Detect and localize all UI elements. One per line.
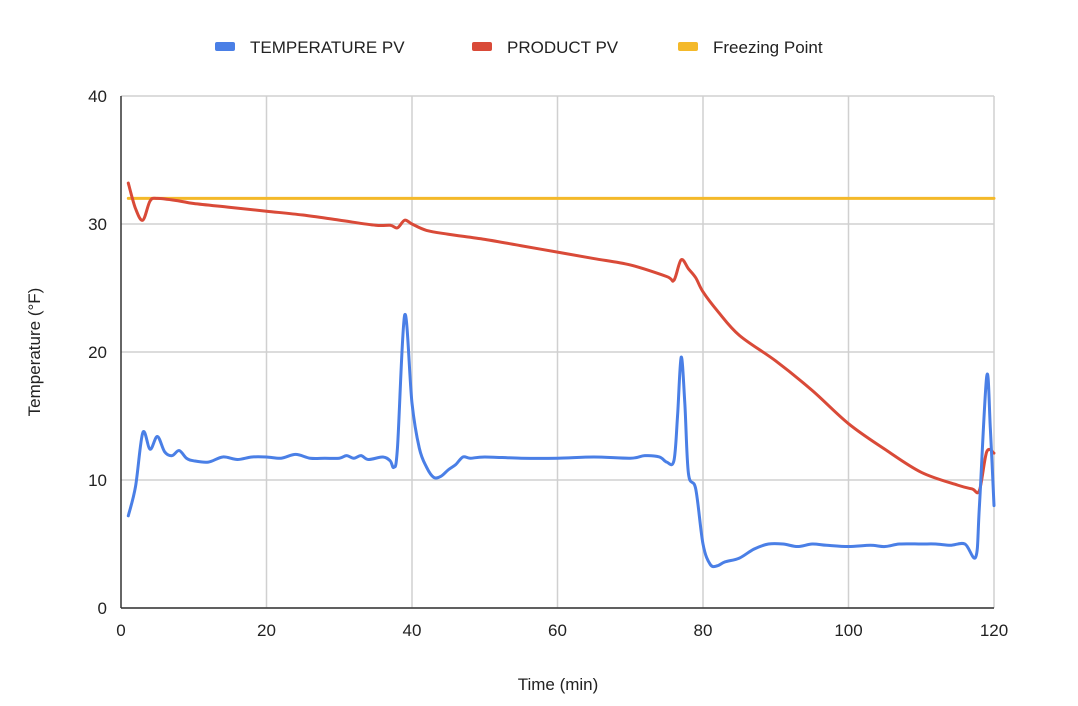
legend-label: PRODUCT PV — [507, 38, 619, 57]
legend-swatch — [215, 42, 235, 51]
y-tick-label: 10 — [88, 471, 107, 490]
legend-label: Freezing Point — [713, 38, 823, 57]
y-axis-label: Temperature (°F) — [25, 288, 44, 417]
gridlines — [120, 95, 995, 609]
y-tick-label: 20 — [88, 343, 107, 362]
x-tick-label: 40 — [403, 621, 422, 640]
legend-item[interactable]: Freezing Point — [678, 38, 823, 57]
legend-swatch — [678, 42, 698, 51]
legend-item[interactable]: TEMPERATURE PV — [215, 38, 405, 57]
series-line-temperature-pv — [126, 313, 996, 569]
x-tick-label: 120 — [980, 621, 1008, 640]
legend-label: TEMPERATURE PV — [250, 38, 405, 57]
legend-swatch — [472, 42, 492, 51]
series-line-product-pv — [126, 181, 996, 495]
y-tick-label: 30 — [88, 215, 107, 234]
y-tick-label: 0 — [98, 599, 107, 618]
x-tick-label: 20 — [257, 621, 276, 640]
legend[interactable]: TEMPERATURE PV PRODUCT PV Freezing Point — [215, 38, 823, 57]
x-tick-label: 60 — [548, 621, 567, 640]
x-axis-label: Time (min) — [518, 675, 599, 694]
series-lines — [126, 181, 996, 569]
x-tick-label: 80 — [694, 621, 713, 640]
x-tick-label: 100 — [834, 621, 862, 640]
tick-labels: 0 10 20 30 40 0 20 40 60 80 100 120 — [88, 87, 1008, 640]
legend-item[interactable]: PRODUCT PV — [472, 38, 619, 57]
x-tick-label: 0 — [116, 621, 125, 640]
y-tick-label: 40 — [88, 87, 107, 106]
